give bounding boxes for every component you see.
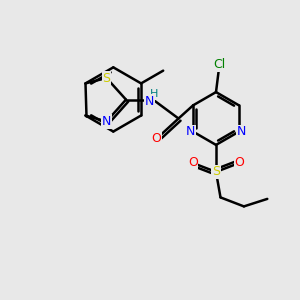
Text: S: S [212,165,220,178]
Text: N: N [145,94,154,108]
Text: N: N [237,125,246,138]
Text: N: N [102,115,111,128]
Text: Cl: Cl [213,58,225,71]
Text: S: S [103,71,110,85]
Text: N: N [186,125,195,138]
Text: O: O [152,132,161,146]
Text: O: O [188,155,198,169]
Text: H: H [149,89,158,99]
Text: O: O [234,155,244,169]
